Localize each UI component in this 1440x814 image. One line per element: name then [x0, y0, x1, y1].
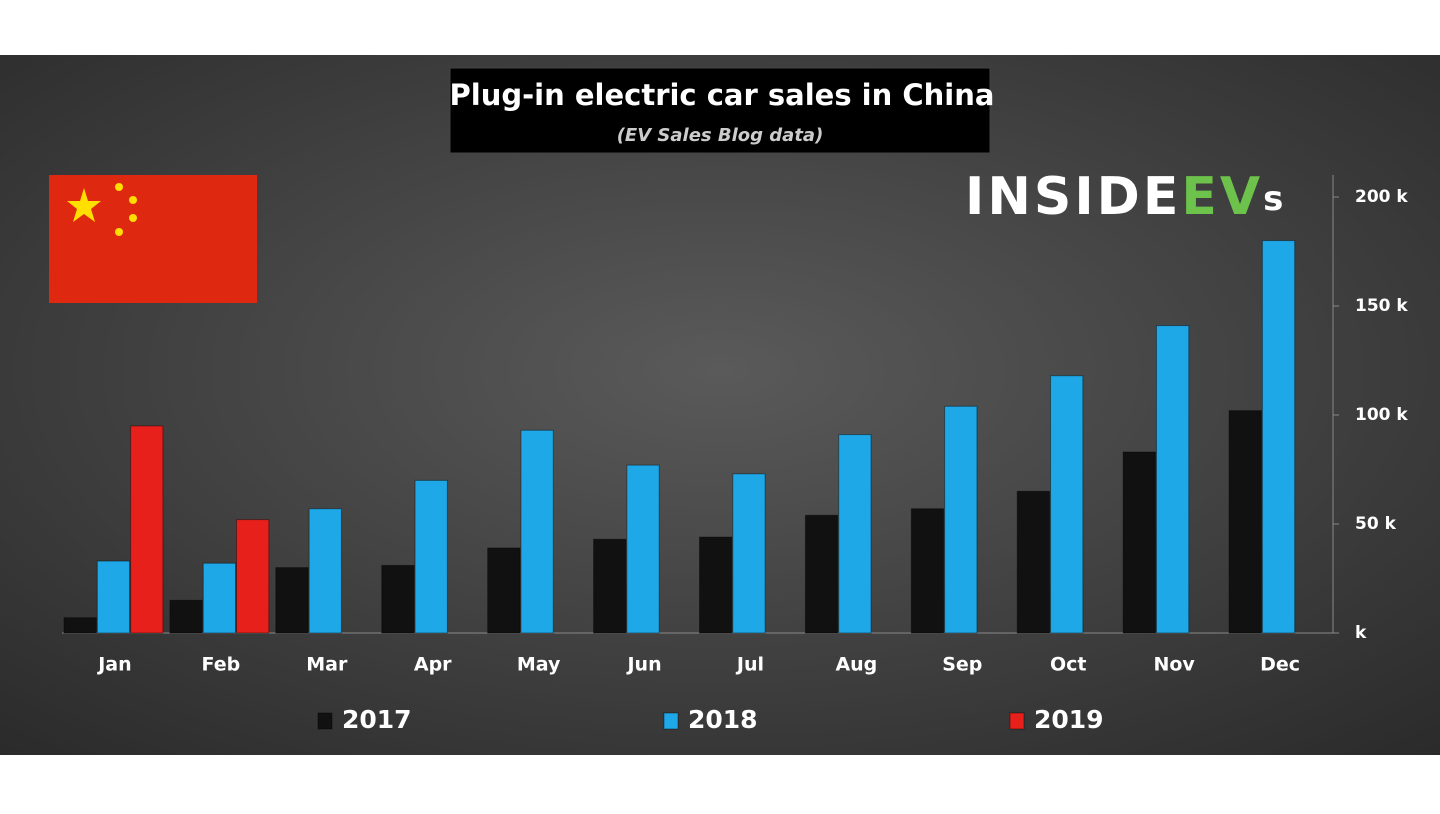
bar: [414, 479, 448, 634]
bar: [1228, 410, 1262, 634]
chart-title: Plug-in electric car sales in China: [450, 78, 995, 112]
bar: [202, 562, 237, 634]
bar: [910, 508, 945, 634]
bar: [1050, 375, 1084, 634]
x-tick-label: Aug: [835, 654, 877, 676]
y-tick-label: 100 k: [1355, 405, 1408, 425]
bar: [169, 599, 203, 634]
bar: [520, 429, 554, 634]
bar: [487, 547, 521, 634]
y-tick-label: 50 k: [1355, 514, 1397, 534]
y-tick-label: 200 k: [1355, 187, 1408, 207]
bar: [130, 425, 164, 634]
logo-part: s: [1263, 179, 1286, 219]
bar: [1122, 451, 1156, 634]
bar: [626, 464, 660, 634]
logo-part: INSIDE: [965, 167, 1181, 227]
bar: [732, 473, 766, 634]
bar: [593, 538, 627, 634]
x-tick-label: Jan: [96, 654, 131, 676]
x-tick-label: Apr: [414, 654, 452, 676]
bar: [308, 508, 342, 634]
title-box: [449, 67, 991, 154]
logo-part: EV: [1181, 167, 1263, 227]
bar: [1016, 490, 1051, 634]
bar: [275, 567, 309, 634]
flag-star: [115, 183, 123, 191]
chart-subtitle: (EV Sales Blog data): [617, 125, 824, 146]
legend-marker: [663, 712, 679, 730]
chart-background: [0, 55, 1440, 755]
legend-label: 2019: [1034, 705, 1104, 734]
x-tick-label: Dec: [1260, 654, 1300, 676]
legend-marker: [317, 712, 333, 730]
legend-label: 2017: [342, 705, 412, 734]
logo: INSIDEEVs: [965, 167, 1286, 227]
flag-star: [115, 228, 123, 236]
bar: [838, 434, 872, 634]
bar: [96, 560, 131, 634]
bar: [236, 519, 270, 634]
bar: [804, 514, 839, 634]
bar: [944, 405, 978, 634]
x-tick-label: Jun: [625, 654, 661, 676]
legend-marker: [1009, 712, 1025, 730]
x-tick-label: Oct: [1050, 654, 1087, 676]
bar: [1155, 325, 1190, 634]
bar: [381, 564, 415, 634]
y-tick-label: k: [1355, 623, 1367, 643]
x-tick-label: May: [517, 654, 561, 676]
flag-star: [67, 188, 101, 222]
x-tick-label: Mar: [306, 654, 348, 676]
flag-field: [49, 175, 257, 303]
flag-star: [129, 196, 137, 204]
legend-label: 2018: [688, 705, 758, 734]
x-tick-label: Jul: [735, 654, 764, 676]
x-tick-label: Feb: [202, 654, 241, 676]
y-tick-label: 150 k: [1355, 296, 1408, 316]
bar: [699, 536, 733, 634]
x-tick-label: Sep: [942, 654, 982, 676]
flag-star: [129, 214, 137, 222]
flag: [49, 175, 257, 303]
bar: [1261, 240, 1296, 634]
x-tick-label: Nov: [1153, 654, 1195, 676]
bar: [63, 617, 97, 634]
